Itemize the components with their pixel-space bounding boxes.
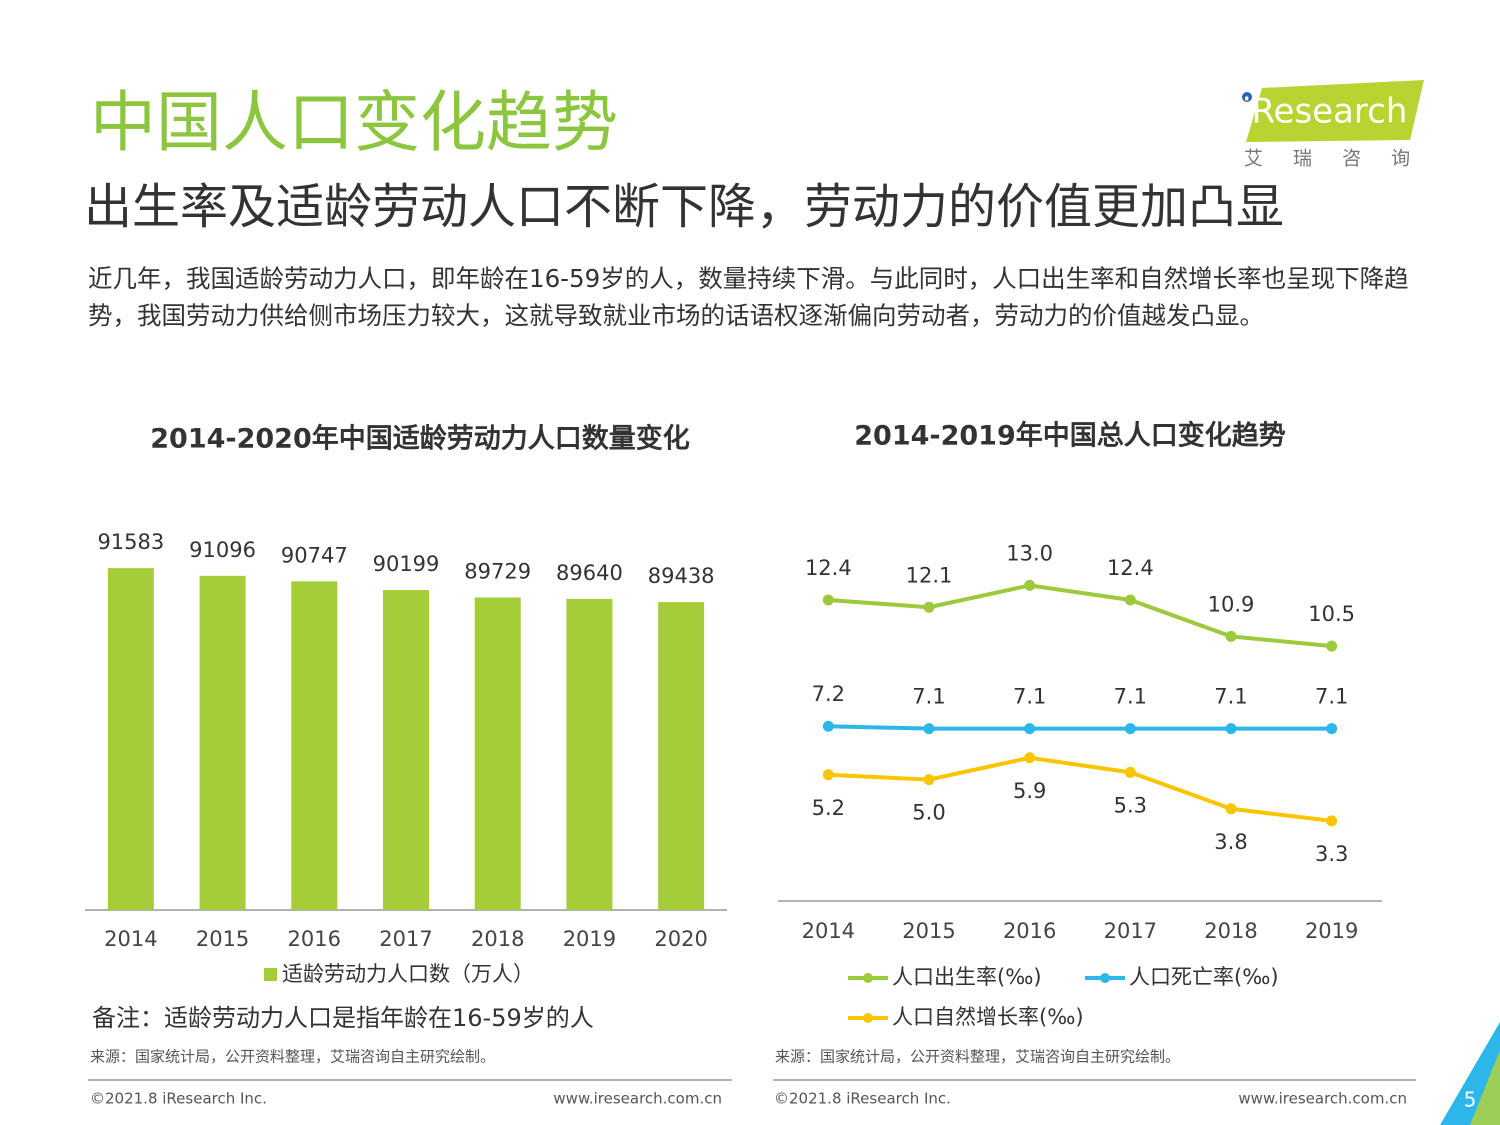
legend-marker (1100, 973, 1110, 983)
legend-swatch (264, 968, 277, 981)
value-label: 5.3 (1114, 793, 1147, 817)
page-number: 5 (1464, 1088, 1477, 1112)
value-label: 7.1 (1114, 685, 1147, 709)
intro-text: 近几年，我国适龄劳动力人口，即年龄在16-59岁的人，数量持续下滑。与此同时，人… (88, 264, 1409, 330)
x-tick-label: 2018 (471, 927, 524, 951)
remark: 备注：适龄劳动力人口是指年龄在16-59岁的人 (92, 1004, 594, 1032)
series-line (828, 755, 1332, 823)
value-label: 5.9 (1013, 779, 1046, 803)
point (1124, 594, 1136, 606)
logo-dot (1242, 92, 1252, 102)
source: 来源：国家统计局，公开资料整理，艾瑞咨询自主研究绘制。 (775, 1048, 1180, 1066)
value-label: 7.1 (912, 685, 945, 709)
point (1326, 640, 1338, 652)
value-label: 5.2 (812, 796, 845, 820)
point (1326, 815, 1338, 827)
page-title: 中国人口变化趋势 (90, 84, 618, 161)
bar (291, 581, 338, 910)
x-tick-label: 2020 (654, 927, 707, 951)
x-tick-label: 2016 (1003, 919, 1056, 943)
point (1326, 723, 1338, 735)
series-line (828, 724, 1332, 731)
value-label: 3.3 (1315, 842, 1348, 866)
point (1225, 723, 1237, 735)
point (923, 601, 935, 613)
point (822, 720, 834, 732)
value-label: 3.8 (1214, 830, 1247, 854)
bar (383, 590, 429, 910)
value-label: 7.2 (812, 682, 845, 706)
legend-label: 适龄劳动力人口数（万人） (282, 962, 534, 986)
point (1024, 752, 1036, 764)
value-label: 7.1 (1315, 685, 1348, 709)
bar (199, 575, 246, 910)
point (923, 723, 935, 735)
value-label: 12.4 (1107, 556, 1154, 580)
bar (474, 597, 521, 910)
x-tick-label: 2019 (1305, 919, 1358, 943)
legend-label: 人口死亡率(‰) (1129, 965, 1279, 989)
point (1124, 766, 1136, 778)
value-label: 89729 (464, 559, 531, 583)
x-tick-label: 2017 (1104, 919, 1157, 943)
copyright: ©2021.8 iResearch Inc. (774, 1090, 951, 1108)
value-label: 89640 (556, 561, 623, 585)
legend-marker (863, 973, 873, 983)
x-tick-label: 2014 (802, 919, 855, 943)
url: www.iresearch.com.cn (1238, 1090, 1407, 1108)
bar (658, 602, 705, 910)
chart-title: 2014-2020年中国适龄劳动力人口数量变化 (150, 423, 690, 455)
x-tick-label: 2019 (563, 927, 616, 951)
point (822, 769, 834, 781)
value-label: 10.5 (1308, 602, 1355, 626)
value-label: 12.1 (906, 563, 953, 587)
x-tick-label: 2016 (288, 927, 341, 951)
logo-shape (1246, 80, 1424, 142)
chart-title: 2014-2019年中国总人口变化趋势 (854, 420, 1286, 452)
point (1024, 579, 1036, 591)
value-label: 90747 (281, 543, 348, 567)
value-label: 10.9 (1208, 592, 1255, 616)
value-label: 91583 (97, 530, 164, 554)
x-tick-label: 2015 (196, 927, 249, 951)
legend-label: 人口自然增长率(‰) (892, 1005, 1084, 1029)
copyright: ©2021.8 iResearch Inc. (90, 1090, 267, 1108)
value-label: 12.4 (805, 556, 852, 580)
legend-marker (863, 1013, 873, 1023)
value-label: 13.0 (1006, 541, 1053, 565)
source: 来源：国家统计局，公开资料整理，艾瑞咨询自主研究绘制。 (90, 1048, 495, 1066)
x-tick-label: 2018 (1204, 919, 1257, 943)
value-label: 5.0 (912, 801, 945, 825)
point (1225, 803, 1237, 815)
url: www.iresearch.com.cn (553, 1090, 722, 1108)
point (1024, 723, 1036, 735)
logo: iResearch (1242, 92, 1407, 132)
x-tick-label: 2014 (104, 927, 157, 951)
bar (107, 568, 154, 910)
x-tick-label: 2015 (902, 919, 955, 943)
value-label: 91096 (189, 538, 256, 562)
x-tick-label: 2017 (379, 927, 432, 951)
point (923, 774, 935, 786)
point (822, 594, 834, 606)
page-subtitle: 出生率及适龄劳动人口不断下降，劳动力的价值更加凸显 (84, 179, 1284, 235)
point (1124, 723, 1136, 735)
legend-label: 人口出生率(‰) (892, 965, 1042, 989)
series-line (828, 583, 1332, 649)
value-label: 89438 (648, 564, 715, 588)
value-label: 7.1 (1214, 685, 1247, 709)
value-label: 90199 (373, 552, 440, 576)
value-label: 7.1 (1013, 685, 1046, 709)
logo-cn: 艾 瑞 咨 询 (1244, 148, 1422, 170)
corner-deco (1470, 1050, 1500, 1125)
bar (566, 598, 613, 910)
point (1225, 630, 1237, 642)
